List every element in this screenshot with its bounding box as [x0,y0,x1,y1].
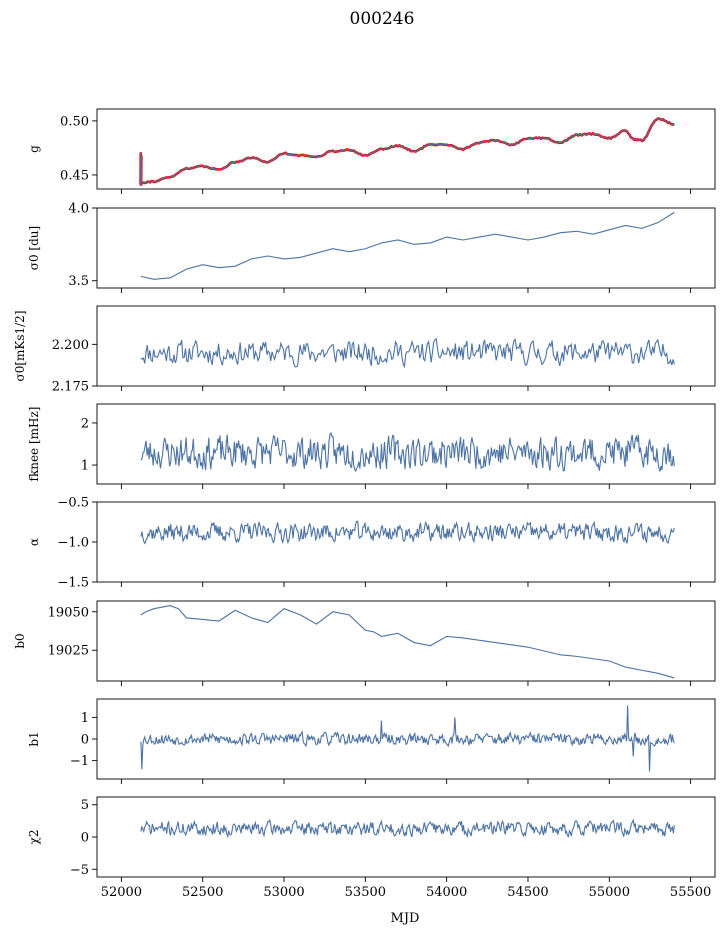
y-axis-label: σ0 [du] [27,226,41,270]
y-axis-label: g [27,145,41,153]
panels: 0.45 0.50 g 3.5 4.0 σ0 [du] 2.175 2.200 σ0[mKs1/… [13,108,716,900]
axes-frame [96,305,716,387]
x-tick-label: 52000 [101,885,142,900]
axes-frame [96,403,716,485]
y-tick-label: 3.5 [68,274,89,289]
series-line [140,520,675,545]
y-axis-label: α [27,538,41,546]
panel-7: −1 0 1 b1 [27,698,716,784]
series-line [140,337,675,369]
panel-3: 2.175 2.200 σ0[mKs1/2] [13,305,716,395]
y-tick-label: 2.175 [52,380,89,395]
highlight-line [139,116,675,186]
y-tick-label: 19050 [48,605,89,620]
series-line [140,605,675,679]
y-tick-label: −1.0 [57,536,89,551]
y-axis-label: χ2 [27,830,41,845]
y-tick-label: 0 [81,831,89,846]
panel-4: 1 2 fknee [mHz] [27,403,716,489]
figure-title: 000246 [350,9,415,29]
x-tick-label: 55000 [589,885,630,900]
x-axis-label: MJD [391,911,420,926]
axes-frame [96,796,716,878]
x-tick-label: 54500 [507,885,548,900]
y-tick-label: 2 [81,416,89,431]
x-tick-label: 52500 [182,885,223,900]
x-tick-label: 54000 [426,885,467,900]
y-tick-label: 0 [81,733,89,748]
y-axis-label: σ0[mKs1/2] [13,310,27,381]
y-tick-label: −1 [70,754,89,769]
axes-frame [96,108,716,190]
y-axis-label: b1 [27,731,41,746]
y-tick-label: −1.5 [57,576,89,591]
y-tick-label: 0.45 [60,168,89,183]
panel-2: 3.5 4.0 σ0 [du] [27,202,716,293]
y-tick-label: 0.50 [60,114,89,129]
y-tick-label: 5 [81,798,89,813]
x-tick-label: 53000 [263,885,304,900]
x-tick-label: 53500 [345,885,386,900]
y-axis-label: b0 [13,633,27,648]
y-tick-label: 2.200 [52,338,89,353]
panel-8: −5 0 5 52000 52500 53000 53500 54000 54500 55000 5… [27,796,716,900]
y-tick-label: 4.0 [68,202,89,217]
y-tick-label: −0.5 [57,496,89,511]
y-axis-label: fknee [mHz] [27,407,41,482]
panel-5: −1.5 −1.0 −0.5 α [27,496,716,591]
axes-frame [96,600,716,682]
axes-frame [96,501,716,583]
y-tick-label: −5 [70,863,89,878]
panel-1: 0.45 0.50 g [27,108,716,194]
panel-6: 19025 19050 b0 [13,600,716,686]
series-line [140,211,675,280]
series-line [140,117,675,186]
y-tick-label: 1 [81,711,89,726]
series-line [140,705,675,772]
axes-frame [96,207,716,289]
y-tick-label: 1 [81,459,89,474]
series-line [140,431,675,473]
series-line [140,818,675,839]
x-tick-label: 55500 [670,885,711,900]
y-tick-label: 19025 [48,644,89,659]
